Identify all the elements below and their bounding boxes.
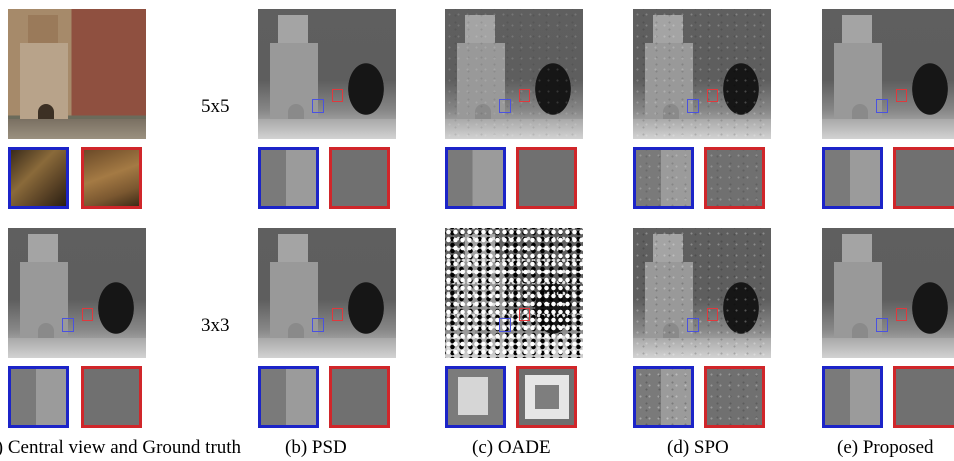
spo-5x5-map xyxy=(633,9,771,139)
psd-5x5-crop-blue xyxy=(258,147,319,209)
central-view-crop-red xyxy=(81,147,142,209)
central-view-image xyxy=(8,9,146,139)
ground-truth-map xyxy=(8,228,146,358)
psd-3x3-crop-blue xyxy=(258,366,319,428)
row-label-3x3: 3x3 xyxy=(201,315,230,336)
row-label-5x5: 5x5 xyxy=(201,96,230,117)
ground-truth-crop-blue xyxy=(8,366,69,428)
caption-e: (e) Proposed xyxy=(837,437,934,458)
oade-5x5-crop-blue xyxy=(445,147,506,209)
proposed-3x3-crop-red xyxy=(893,366,954,428)
psd-3x3-map xyxy=(258,228,396,358)
psd-5x5-crop-red xyxy=(329,147,390,209)
psd-3x3-crop-red xyxy=(329,366,390,428)
caption-a: (a) Central view and Ground truth xyxy=(0,437,242,458)
oade-3x3-crop-red xyxy=(516,366,577,428)
central-view-crop-blue xyxy=(8,147,69,209)
proposed-5x5-crop-red xyxy=(893,147,954,209)
proposed-5x5-map xyxy=(822,9,954,139)
caption-b: (b) PSD xyxy=(285,437,347,458)
psd-5x5-map xyxy=(258,9,396,139)
oade-5x5-crop-red xyxy=(516,147,577,209)
oade-3x3-crop-blue xyxy=(445,366,506,428)
oade-3x3-map xyxy=(445,228,583,358)
spo-3x3-map xyxy=(633,228,771,358)
proposed-5x5-crop-blue xyxy=(822,147,883,209)
spo-5x5-crop-blue xyxy=(633,147,694,209)
caption-c: (c) OADE xyxy=(472,437,551,458)
spo-3x3-crop-red xyxy=(704,366,765,428)
proposed-3x3-crop-blue xyxy=(822,366,883,428)
caption-d: (d) SPO xyxy=(667,437,729,458)
spo-3x3-crop-blue xyxy=(633,366,694,428)
spo-5x5-crop-red xyxy=(704,147,765,209)
ground-truth-crop-red xyxy=(81,366,142,428)
proposed-3x3-map xyxy=(822,228,954,358)
oade-5x5-map xyxy=(445,9,583,139)
